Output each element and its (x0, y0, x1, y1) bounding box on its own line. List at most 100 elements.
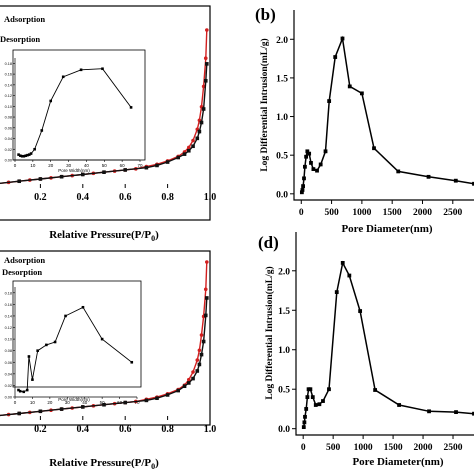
y-tick-label: 0.5 (278, 386, 290, 396)
inset-y-tick-label: 0.02 (5, 148, 12, 152)
data-point (303, 414, 307, 419)
inset-y-tick-label: 0.08 (5, 349, 12, 353)
data-point-desorption (59, 407, 64, 411)
data-point-desorption (191, 144, 195, 149)
inset-x-tick-label: 40 (82, 400, 88, 405)
x-tick-label: 0 (299, 208, 304, 218)
panel-c-x-axis-label: Relative Pressure(P/P0) (49, 457, 159, 471)
inset-data-point (17, 153, 20, 156)
panel-a-x-axis-label-main: Relative Pressure(P/P (49, 229, 151, 241)
data-point (453, 178, 458, 183)
inset-data-point (20, 154, 24, 158)
data-point (327, 387, 331, 392)
inset-x-tick-label: 20 (48, 163, 54, 168)
data-point (304, 154, 309, 159)
x-tick-label: 1.0 (204, 192, 217, 203)
panel-a-x-ticks: 0.2 0.4 0.6 0.8 1.0 (34, 184, 216, 203)
inset-data-point (19, 154, 22, 158)
panel-a-inset-series (17, 67, 133, 158)
panel-c-x-axis-label-close: ) (155, 457, 159, 469)
data-point-desorption (102, 170, 106, 174)
data-point (299, 190, 304, 195)
y-tick-label: 0.0 (276, 190, 288, 200)
data-point (301, 184, 305, 188)
data-point (303, 164, 307, 169)
x-tick-label: 1.0 (204, 424, 217, 435)
data-point-adsorption (197, 348, 202, 353)
data-point-desorption (176, 388, 180, 393)
inset-data-point (27, 355, 31, 358)
inset-x-tick-label: 30 (65, 400, 71, 405)
x-tick-label: 0 (301, 443, 306, 453)
data-point (301, 425, 306, 430)
x-tick-label: 0.4 (77, 192, 90, 203)
inset-data-point (25, 388, 29, 392)
inset-data-point (18, 389, 22, 393)
panel-c-x-axis-label-sub: 0 (151, 462, 155, 471)
inset-data-point (33, 147, 36, 151)
inset-data-point (22, 390, 26, 394)
series-line (301, 35, 474, 193)
data-point (313, 403, 318, 407)
inset-x-tick-label: 0 (14, 400, 17, 405)
inset-y-tick-label: 0.18 (5, 291, 12, 295)
panel-a-inset-x-label: Pore Width(nm) (58, 168, 90, 173)
panel-a-x-axis-label: Relative Pressure(P/P0) (49, 229, 159, 243)
data-point (310, 395, 315, 400)
y-tick-label: 1.0 (276, 113, 288, 123)
inset-data-point (100, 337, 104, 341)
data-point-adsorption (191, 370, 195, 374)
inset-x-tick-label: 10 (30, 400, 36, 405)
data-point (454, 410, 458, 415)
y-tick-label: 1.0 (278, 346, 290, 356)
data-point-adsorption (187, 145, 191, 150)
data-point (396, 169, 401, 174)
data-point (372, 146, 376, 151)
inset-x-tick-label: 60 (120, 163, 126, 168)
data-point-desorption (123, 168, 127, 172)
x-tick-label: 500 (324, 208, 339, 218)
panel-b-ticks: 0 500 1000 1500 2000 2500 0.0 0.5 1.0 1.5 2.0 (276, 36, 462, 218)
inset-y-tick-label: 0.00 (5, 396, 12, 400)
y-tick-label: 2.0 (276, 36, 288, 46)
panel-b-axes (293, 10, 474, 201)
data-point (321, 399, 325, 403)
inset-y-tick-label: 0.02 (5, 384, 12, 388)
data-point-desorption (199, 352, 204, 357)
inset-data-point (130, 360, 134, 364)
panel-d-series (301, 260, 474, 430)
x-tick-label: 0.2 (34, 192, 47, 203)
inset-y-tick-label: 0.10 (5, 105, 12, 109)
inset-data-point (31, 378, 34, 381)
data-point-desorption (201, 339, 206, 344)
data-point (315, 168, 319, 173)
data-point (304, 407, 309, 411)
data-point (305, 149, 310, 154)
inset-y-tick-label: 0.06 (5, 361, 12, 365)
inset-x-tick-label: 20 (47, 400, 53, 405)
data-point-desorption (81, 405, 85, 409)
inset-y-tick-label: 0.04 (5, 137, 12, 141)
inset-y-tick-label: 0.16 (5, 303, 12, 307)
panel-b-y-axis-label: Log Differential Intrusion(mL/g) (259, 38, 270, 171)
data-point (347, 84, 352, 89)
x-tick-label: 2500 (444, 443, 463, 453)
data-point-desorption (203, 78, 208, 83)
inset-y-tick-label: 0.16 (5, 73, 12, 77)
data-point (427, 409, 431, 414)
data-point-desorption (123, 400, 127, 405)
x-tick-label: 0.4 (77, 424, 90, 435)
data-point-desorption (155, 396, 159, 401)
panel-a-inset-frame (12, 49, 146, 161)
inset-data-point (64, 314, 67, 318)
data-point (359, 91, 364, 96)
data-point-desorption (187, 148, 191, 153)
panel-c-x-ticks: 0.2 0.4 0.6 0.8 1.0 (34, 416, 216, 435)
panel-c-frame (0, 250, 211, 426)
panel-c-inset-ticks: 0 10 20 30 40 50 60 70 0.00 0.02 0.04 0.06 0.08 0.10 0… (5, 287, 140, 405)
panel-c-inset-frame (12, 280, 142, 388)
data-point-desorption (59, 174, 64, 179)
data-point (334, 290, 339, 295)
data-point (373, 388, 378, 392)
